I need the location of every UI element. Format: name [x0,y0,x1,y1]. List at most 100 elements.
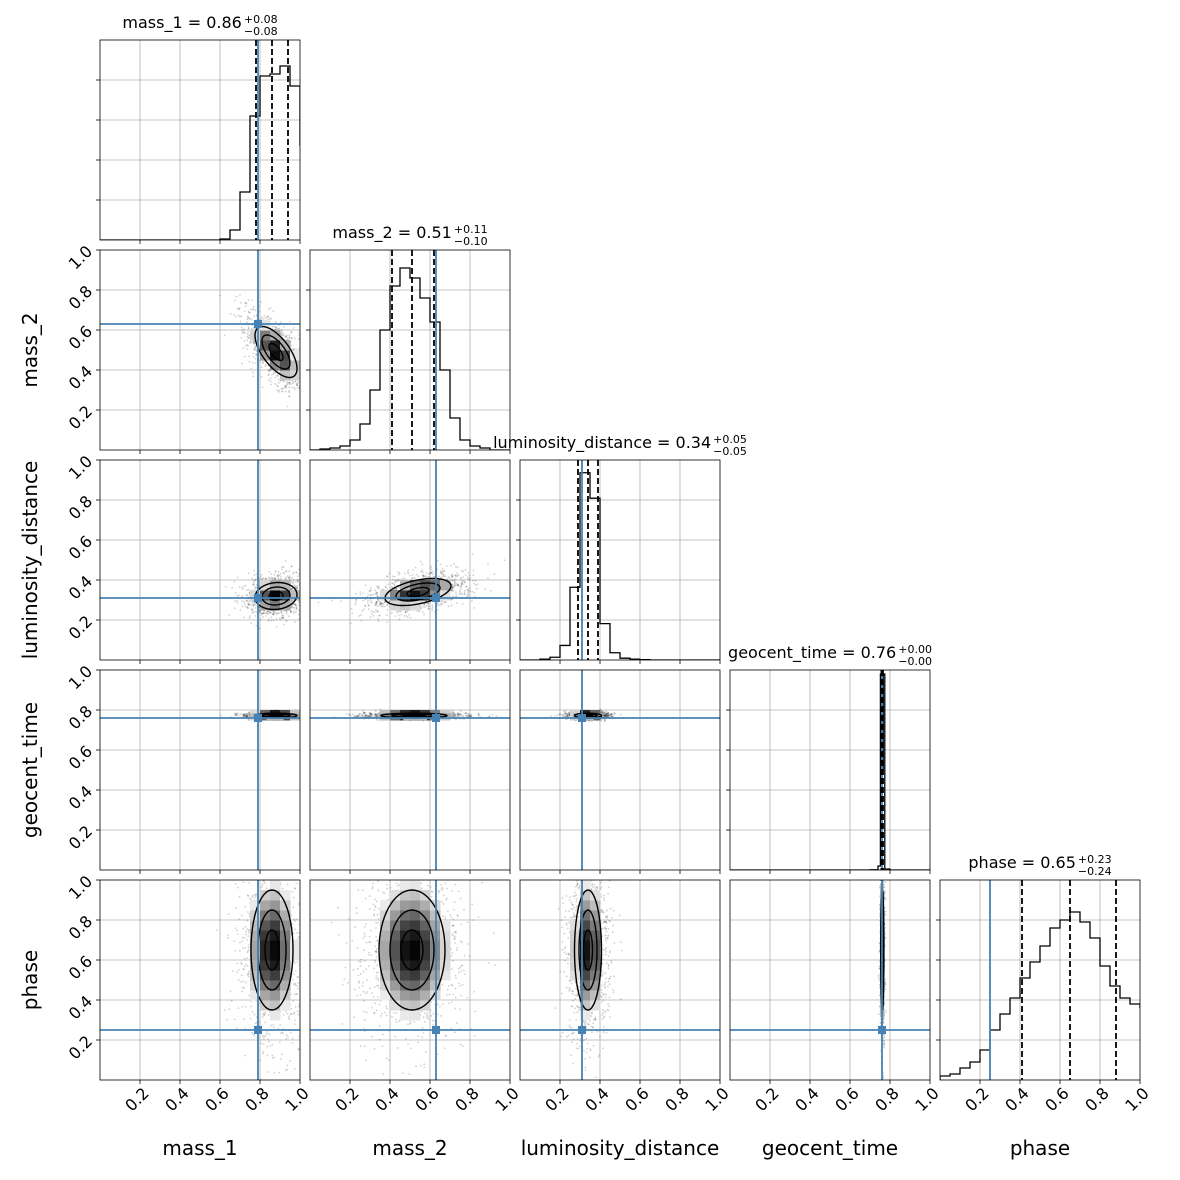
sample-point [277,574,280,577]
sample-point [247,337,250,339]
sample-point [247,602,250,605]
sample-point [467,571,469,574]
sample-point [489,589,492,592]
sample-point [278,612,280,614]
sample-point [271,576,273,579]
sample-point [253,573,256,576]
sample-point [379,604,382,606]
sample-point [258,606,261,609]
density-cell [290,590,300,601]
sample-point [451,575,454,578]
sample-point [473,607,476,609]
sample-point [246,343,249,346]
sample-point [302,596,304,598]
sample-point [247,327,250,330]
sample-point [248,360,251,363]
sample-point [457,573,460,576]
sample-point [423,575,426,578]
sample-point [282,571,285,574]
sample-point [273,573,276,576]
sample-point [474,584,477,586]
sample-point [306,613,308,615]
sample-point [288,381,291,384]
sample-point [286,575,289,577]
density-cell [260,590,271,601]
sample-point [305,363,307,365]
sample-point [255,346,257,348]
density-cell [280,370,291,381]
sample-point [294,620,297,623]
sample-point [463,581,466,583]
sample-point [301,603,303,605]
sample-point [298,387,300,390]
sample-point [317,601,320,604]
sample-point [296,579,299,582]
sample-point [301,374,303,376]
sample-point [291,587,294,590]
sample-point [306,714,308,716]
density-cell [280,350,291,361]
sample-point [303,713,305,715]
sample-point [253,315,255,318]
sample-point [442,570,445,573]
sample-point [454,584,457,586]
sample-point [466,715,469,718]
sample-point [367,714,370,717]
sample-point [275,625,278,628]
sample-point [235,315,237,318]
sample-point [427,605,430,608]
sample-point [285,570,288,573]
sample-point [247,712,250,715]
sample-point [453,713,456,716]
sample-point [380,602,383,605]
sample-point [395,580,398,583]
sample-point [266,315,268,318]
sample-point [300,583,302,585]
sample-point [298,334,300,337]
sample-point [460,585,463,588]
sample-point [369,589,371,592]
sample-point [265,615,268,617]
sample-point [264,365,267,367]
sample-point [450,589,453,592]
density-panel-mass_1-vs-geocent_time [100,670,308,870]
sample-point [288,336,291,339]
sample-point [278,574,281,577]
sample-point [298,601,300,604]
sample-point [368,714,371,717]
sample-point [364,584,367,587]
sample-point [296,587,298,590]
sample-point [249,603,252,606]
sample-point [398,610,401,612]
sample-point [272,371,275,374]
sample-point [270,383,273,386]
sample-point [290,605,293,608]
sample-point [444,601,447,604]
sample-point [453,581,456,584]
sample-point [372,615,375,617]
sample-point [259,611,262,614]
sample-point [298,338,300,340]
sample-point [364,714,367,717]
sample-point [373,611,376,614]
sample-point [243,340,246,342]
sample-point [430,568,433,571]
sample-point [234,600,236,603]
sample-point [246,335,249,338]
histogram-panel-mass_1 [100,40,300,240]
sample-point [382,605,384,608]
sample-point [301,607,303,609]
sample-point [243,310,246,313]
sample-point [246,594,249,597]
sample-point [393,575,396,578]
sample-point [367,715,370,718]
sample-point [447,605,450,607]
sample-point [301,397,303,399]
sample-point [244,713,247,715]
sample-point [245,712,248,715]
sample-point [277,575,280,578]
density-cell [260,340,271,351]
sample-point [354,599,357,601]
sample-point [252,375,255,378]
sample-point [249,311,251,314]
